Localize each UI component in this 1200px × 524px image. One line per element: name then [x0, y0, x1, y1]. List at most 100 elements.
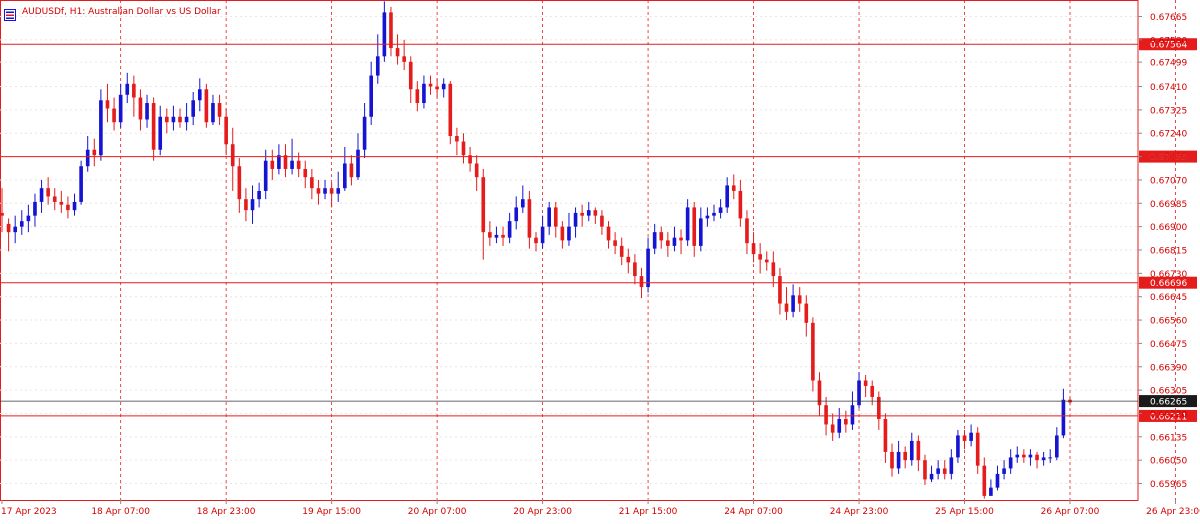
- candle: [666, 232, 670, 257]
- candle-body: [184, 116, 189, 123]
- candle-body: [125, 83, 130, 95]
- candle: [422, 75, 426, 109]
- candle-body: [481, 177, 486, 233]
- candle-body: [1035, 454, 1039, 461]
- candle: [244, 188, 248, 222]
- candle: [92, 138, 97, 167]
- candle: [408, 56, 413, 104]
- candle-body: [1015, 454, 1020, 458]
- candle-body: [606, 226, 611, 241]
- candle-body: [422, 83, 426, 104]
- candle: [791, 284, 795, 318]
- candle: [382, 1, 387, 62]
- level-lines: 0.67564 0.67155 0.66696 0.66211 0.66265: [0, 38, 1197, 422]
- candle: [929, 465, 934, 483]
- candle: [158, 105, 163, 156]
- candle-body: [982, 465, 987, 496]
- candle-body: [547, 207, 551, 227]
- candle: [1022, 449, 1026, 463]
- candle-body: [92, 149, 97, 156]
- candle: [975, 427, 980, 474]
- candle-body: [718, 207, 723, 213]
- candle: [197, 78, 202, 112]
- candle: [804, 295, 809, 337]
- candle: [277, 144, 281, 175]
- candle-body: [204, 89, 209, 123]
- candle: [784, 287, 789, 321]
- candle: [916, 435, 921, 472]
- candle: [237, 157, 242, 213]
- candle-body: [171, 116, 176, 123]
- candle: [679, 229, 683, 255]
- candle: [415, 81, 420, 112]
- y-tick-label: 0.66050: [1150, 457, 1187, 467]
- current-price-tag: [1139, 395, 1197, 408]
- level-price-tag: [1139, 276, 1197, 289]
- candle: [567, 212, 571, 246]
- candle: [672, 226, 677, 252]
- candle-body: [639, 276, 644, 288]
- candle-body: [699, 218, 703, 246]
- candle: [751, 232, 756, 263]
- candle: [883, 413, 888, 463]
- x-tick-label: 26 Apr 07:00: [1041, 507, 1100, 517]
- candle: [692, 201, 697, 257]
- candle-body: [461, 141, 466, 156]
- level-price-label: 0.67155: [1150, 153, 1187, 163]
- candle: [178, 108, 182, 128]
- y-tick-label: 0.66815: [1150, 247, 1187, 257]
- candle: [217, 94, 222, 125]
- level-price-tag: [1139, 409, 1197, 422]
- candle-body: [705, 215, 710, 219]
- candle-body: [1028, 454, 1033, 458]
- candle-body: [817, 380, 822, 406]
- candle-body: [402, 56, 406, 62]
- x-tick-label: 20 Apr 07:00: [408, 507, 467, 517]
- candle: [817, 372, 822, 417]
- candle-body: [514, 207, 519, 222]
- candle: [283, 144, 288, 178]
- candle-body: [1048, 457, 1053, 459]
- candle: [514, 196, 519, 230]
- y-tick-label: 0.66135: [1150, 433, 1187, 443]
- candle-body: [995, 473, 1000, 488]
- candle-body: [969, 432, 973, 441]
- y-tick-label: 0.66645: [1150, 293, 1187, 303]
- candle-body: [553, 207, 558, 227]
- candle-body: [329, 188, 334, 194]
- candle: [619, 237, 624, 266]
- candle-body: [619, 245, 624, 257]
- candle-body: [408, 61, 413, 90]
- candle: [1061, 388, 1066, 439]
- candle-body: [296, 160, 301, 169]
- level-price-tag: [1139, 150, 1197, 163]
- candle-body: [257, 190, 261, 200]
- candle-body: [540, 226, 545, 244]
- candle-body: [883, 418, 888, 452]
- candle: [343, 146, 347, 191]
- candle-body: [850, 405, 855, 425]
- x-tick-label: 18 Apr 23:00: [197, 507, 256, 517]
- candle: [52, 188, 57, 211]
- candle-body: [165, 116, 169, 123]
- chart-title: AUDUSDf, H1: Australian Dollar vs US Dol…: [22, 7, 221, 17]
- candle: [211, 94, 215, 125]
- candle-body: [39, 188, 44, 202]
- candle: [1015, 446, 1020, 463]
- candle: [613, 232, 617, 255]
- y-tick-label: 0.67410: [1150, 83, 1187, 93]
- chart-menu-icon[interactable]: [4, 6, 16, 21]
- candle-body: [527, 199, 532, 238]
- candle-body: [916, 440, 921, 461]
- x-tick-label: 26 Apr 23:00: [1146, 507, 1200, 517]
- candle: [553, 201, 558, 238]
- candle: [942, 460, 947, 480]
- candle-body: [929, 473, 934, 480]
- candle-body: [738, 190, 743, 219]
- candle-body: [283, 155, 288, 169]
- candle: [685, 199, 690, 246]
- candle-body: [797, 295, 802, 304]
- candle-body: [468, 155, 472, 164]
